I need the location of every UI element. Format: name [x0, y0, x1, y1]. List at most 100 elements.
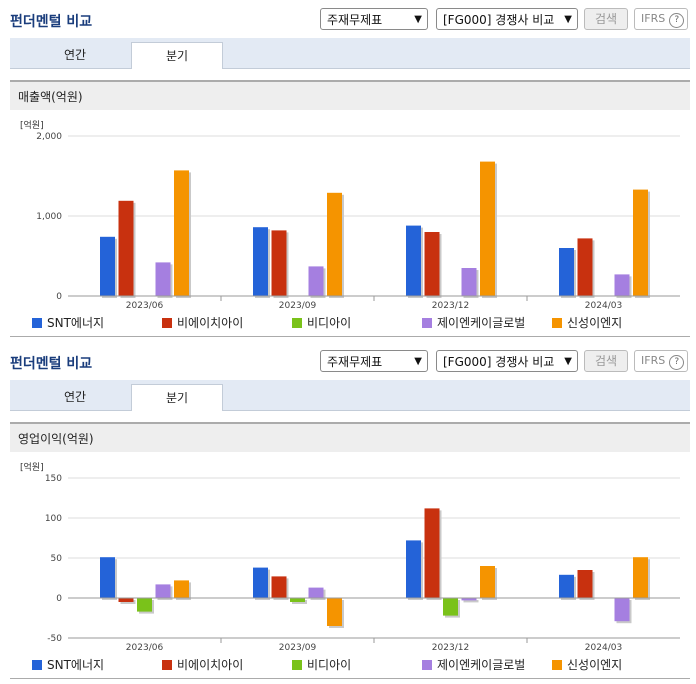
period-tabs: 연간 분기: [10, 38, 690, 69]
bar[interactable]: [424, 232, 440, 296]
bar[interactable]: [577, 238, 593, 296]
legend-swatch: [422, 660, 432, 670]
chart-legend: SNT에너지 비에이치아이 비디아이 제이엔케이글로벌 신성이엔지: [32, 314, 692, 331]
bar[interactable]: [100, 557, 115, 598]
legend-item[interactable]: 제이엔케이글로벌: [422, 656, 525, 673]
section-title: 매출액(억원): [10, 80, 690, 110]
legend-item[interactable]: 비디아이: [292, 314, 351, 331]
bar[interactable]: [614, 274, 630, 296]
peer-group-select[interactable]: [FG000] 경쟁사 비교 ▼: [436, 350, 578, 372]
legend-label: 신성이엔지: [567, 316, 623, 330]
bar[interactable]: [118, 598, 134, 602]
chevron-down-icon: ▼: [564, 356, 572, 367]
bar[interactable]: [271, 576, 287, 598]
bar[interactable]: [308, 587, 324, 598]
help-icon[interactable]: ?: [669, 355, 685, 370]
bar[interactable]: [461, 598, 477, 601]
bar[interactable]: [327, 598, 342, 626]
bar[interactable]: [424, 508, 440, 598]
legend-item[interactable]: SNT에너지: [32, 656, 104, 673]
bar[interactable]: [443, 598, 458, 616]
legend-item[interactable]: 비디아이: [292, 656, 351, 673]
legend-label: 제이엔케이글로벌: [437, 316, 526, 330]
panel-header: 펀더멘털 비교 주재무제표 ▼ [FG000] 경쟁사 비교 ▼ 검색 IFRS?: [0, 0, 696, 36]
bar[interactable]: [155, 262, 171, 296]
bar[interactable]: [633, 189, 648, 296]
bar[interactable]: [461, 268, 477, 296]
search-button[interactable]: 검색: [584, 350, 628, 372]
chevron-down-icon: ▼: [564, 14, 572, 25]
y-tick-label: 150: [45, 474, 62, 484]
bar-shadow: [463, 600, 479, 603]
bar[interactable]: [559, 248, 574, 296]
section-title: 영업이익(억원): [10, 422, 690, 452]
ifrs-button[interactable]: IFRS?: [634, 350, 688, 372]
chevron-down-icon: ▼: [414, 356, 422, 367]
peer-group-select-value: [FG000] 경쟁사 비교: [443, 355, 555, 369]
panel-title: 펀더멘털 비교: [10, 14, 93, 30]
help-icon[interactable]: ?: [669, 13, 685, 28]
tab-quarterly[interactable]: 분기: [131, 384, 223, 411]
statement-select[interactable]: 주재무제표 ▼: [320, 350, 428, 372]
peer-group-select[interactable]: [FG000] 경쟁사 비교 ▼: [436, 8, 578, 30]
unit-label: [억원]: [20, 121, 44, 131]
tab-annual[interactable]: 연간: [63, 48, 87, 62]
bar[interactable]: [290, 598, 305, 602]
x-tick-label: 2024/03: [585, 301, 622, 310]
bar[interactable]: [577, 570, 593, 598]
legend-item[interactable]: SNT에너지: [32, 314, 104, 331]
bar[interactable]: [155, 584, 171, 598]
legend-label: SNT에너지: [47, 658, 105, 672]
search-button[interactable]: 검색: [584, 8, 628, 30]
bar[interactable]: [559, 574, 574, 598]
bar[interactable]: [271, 230, 287, 296]
statement-select-value: 주재무제표: [327, 355, 383, 369]
legend-label: 비디아이: [307, 316, 352, 330]
x-tick-label: 2023/09: [279, 643, 317, 652]
legend-item[interactable]: 신성이엔지: [552, 656, 622, 673]
x-tick-label: 2023/12: [432, 643, 469, 652]
bar[interactable]: [406, 225, 421, 296]
tab-quarterly[interactable]: 분기: [131, 42, 223, 69]
x-tick-label: 2023/12: [432, 301, 469, 310]
chevron-down-icon: ▼: [414, 14, 422, 25]
bar[interactable]: [118, 200, 134, 296]
bar[interactable]: [308, 266, 324, 296]
legend-item[interactable]: 신성이엔지: [552, 314, 622, 331]
legend-label: 제이엔케이글로벌: [437, 658, 526, 672]
period-tabs: 연간 분기: [10, 380, 690, 411]
ifrs-button[interactable]: IFRS?: [634, 8, 688, 30]
bar[interactable]: [137, 598, 152, 612]
y-tick-label: 100: [45, 514, 62, 524]
legend-label: 비에이치아이: [177, 658, 244, 672]
panel-header: 펀더멘털 비교 주재무제표 ▼ [FG000] 경쟁사 비교 ▼ 검색 IFRS?: [0, 342, 696, 378]
y-tick-label: 0: [56, 594, 62, 604]
bar[interactable]: [174, 580, 189, 598]
bar[interactable]: [614, 598, 630, 622]
legend-label: 비에이치아이: [177, 316, 244, 330]
bar[interactable]: [480, 566, 495, 598]
unit-label: [억원]: [20, 463, 44, 473]
x-tick-label: 2023/06: [126, 301, 164, 310]
statement-select[interactable]: 주재무제표 ▼: [320, 8, 428, 30]
legend-swatch: [292, 318, 302, 328]
bar[interactable]: [633, 557, 648, 598]
bar[interactable]: [100, 236, 115, 296]
bar[interactable]: [253, 567, 268, 598]
chart-legend: SNT에너지 비에이치아이 비디아이 제이엔케이글로벌 신성이엔지: [32, 656, 692, 673]
legend-label: 신성이엔지: [567, 658, 623, 672]
peer-group-select-value: [FG000] 경쟁사 비교: [443, 13, 555, 27]
legend-item[interactable]: 비에이치아이: [162, 656, 243, 673]
legend-swatch: [292, 660, 302, 670]
bar[interactable]: [406, 540, 421, 598]
bar[interactable]: [480, 161, 495, 296]
legend-item[interactable]: 제이엔케이글로벌: [422, 314, 525, 331]
bar[interactable]: [253, 227, 268, 296]
statement-select-value: 주재무제표: [327, 13, 383, 27]
legend-item[interactable]: 비에이치아이: [162, 314, 243, 331]
operating-profit-chart: -50 0 50 100 150 2023/06 2023/09 2023/12 2024/03: [45, 474, 680, 652]
legend-swatch: [32, 660, 42, 670]
bar[interactable]: [174, 170, 189, 296]
tab-annual[interactable]: 연간: [63, 390, 87, 404]
bar[interactable]: [327, 192, 342, 296]
